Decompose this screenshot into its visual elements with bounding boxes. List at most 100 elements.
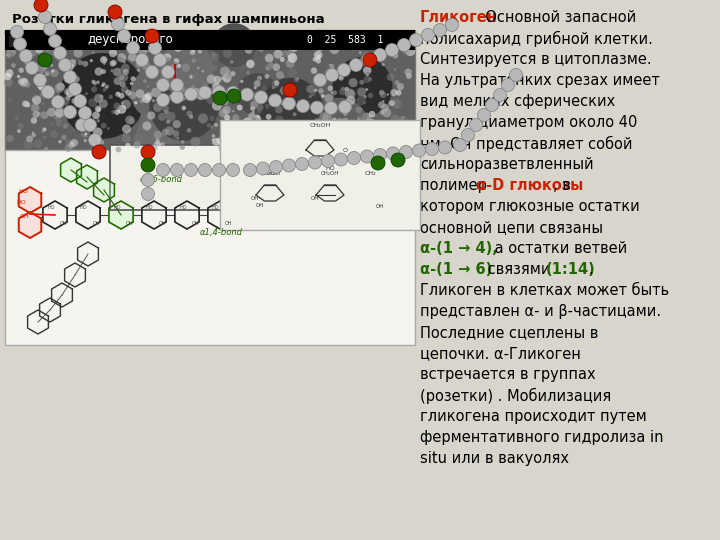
Circle shape (322, 154, 335, 167)
Circle shape (426, 143, 438, 156)
Circle shape (207, 123, 211, 127)
Circle shape (116, 147, 122, 152)
Circle shape (315, 58, 321, 64)
Circle shape (91, 86, 97, 92)
Circle shape (282, 35, 292, 45)
Circle shape (179, 79, 181, 81)
Circle shape (323, 113, 332, 123)
Text: (розетки) . Мобилизация: (розетки) . Мобилизация (420, 388, 611, 404)
Circle shape (19, 78, 28, 87)
Circle shape (55, 52, 57, 55)
Circle shape (438, 141, 451, 154)
Circle shape (397, 38, 410, 51)
Circle shape (83, 106, 88, 111)
Circle shape (214, 76, 221, 84)
Circle shape (266, 35, 271, 39)
Circle shape (372, 141, 377, 146)
Circle shape (37, 81, 45, 90)
Circle shape (136, 112, 183, 159)
Circle shape (290, 125, 292, 128)
Circle shape (253, 86, 257, 89)
Circle shape (269, 128, 279, 138)
Text: situ или в вакуолях: situ или в вакуолях (420, 451, 569, 466)
Circle shape (282, 159, 295, 172)
Text: связями: связями (483, 262, 555, 277)
Circle shape (212, 65, 217, 71)
Circle shape (22, 45, 26, 49)
Circle shape (94, 68, 103, 76)
Circle shape (53, 46, 66, 59)
Bar (5, 30, 415, 50)
Circle shape (257, 109, 261, 113)
Circle shape (265, 104, 270, 109)
Circle shape (40, 111, 48, 119)
Circle shape (45, 30, 50, 35)
Circle shape (58, 30, 65, 36)
Circle shape (275, 116, 284, 124)
Circle shape (42, 85, 55, 98)
Circle shape (345, 89, 355, 98)
Circle shape (282, 76, 284, 78)
Text: OH: OH (126, 221, 133, 226)
Circle shape (125, 42, 132, 48)
Circle shape (34, 73, 47, 86)
Circle shape (232, 110, 235, 112)
Circle shape (142, 94, 151, 103)
Text: ферментативного гидролиза in: ферментативного гидролиза in (420, 430, 664, 445)
Circle shape (21, 78, 28, 85)
Circle shape (7, 98, 13, 103)
Circle shape (122, 125, 131, 133)
Circle shape (311, 91, 315, 96)
Circle shape (207, 75, 216, 84)
Circle shape (11, 25, 24, 38)
Circle shape (73, 76, 80, 83)
Circle shape (391, 153, 405, 167)
Circle shape (253, 111, 255, 113)
Circle shape (156, 93, 169, 106)
Circle shape (247, 49, 252, 53)
Polygon shape (19, 212, 41, 238)
Circle shape (266, 67, 269, 70)
Circle shape (32, 133, 36, 137)
Circle shape (322, 129, 330, 137)
Circle shape (55, 83, 64, 93)
Circle shape (46, 70, 52, 75)
Circle shape (348, 152, 361, 165)
Circle shape (341, 118, 349, 126)
Text: OH: OH (192, 221, 199, 226)
Circle shape (262, 139, 266, 143)
Circle shape (71, 32, 74, 35)
Circle shape (91, 80, 96, 84)
Circle shape (314, 51, 323, 59)
Circle shape (433, 24, 446, 37)
Circle shape (184, 164, 197, 177)
Circle shape (68, 59, 76, 68)
Circle shape (338, 100, 351, 113)
Circle shape (137, 69, 140, 72)
Circle shape (397, 83, 404, 90)
Circle shape (306, 85, 315, 93)
Circle shape (84, 139, 87, 143)
Circle shape (214, 123, 218, 127)
Circle shape (308, 98, 370, 159)
Circle shape (161, 142, 165, 146)
Circle shape (356, 43, 364, 51)
Circle shape (186, 111, 192, 117)
Circle shape (75, 38, 84, 48)
Circle shape (336, 71, 343, 79)
Circle shape (153, 53, 166, 66)
Circle shape (56, 34, 61, 39)
Circle shape (61, 134, 67, 140)
Circle shape (4, 30, 11, 36)
Circle shape (31, 104, 40, 112)
Circle shape (256, 104, 264, 111)
Circle shape (308, 156, 322, 169)
Circle shape (337, 133, 343, 140)
Circle shape (323, 83, 325, 85)
Circle shape (357, 87, 366, 97)
Circle shape (305, 32, 313, 40)
Circle shape (64, 88, 71, 95)
Circle shape (147, 111, 156, 120)
Circle shape (45, 55, 52, 61)
Circle shape (314, 118, 322, 126)
